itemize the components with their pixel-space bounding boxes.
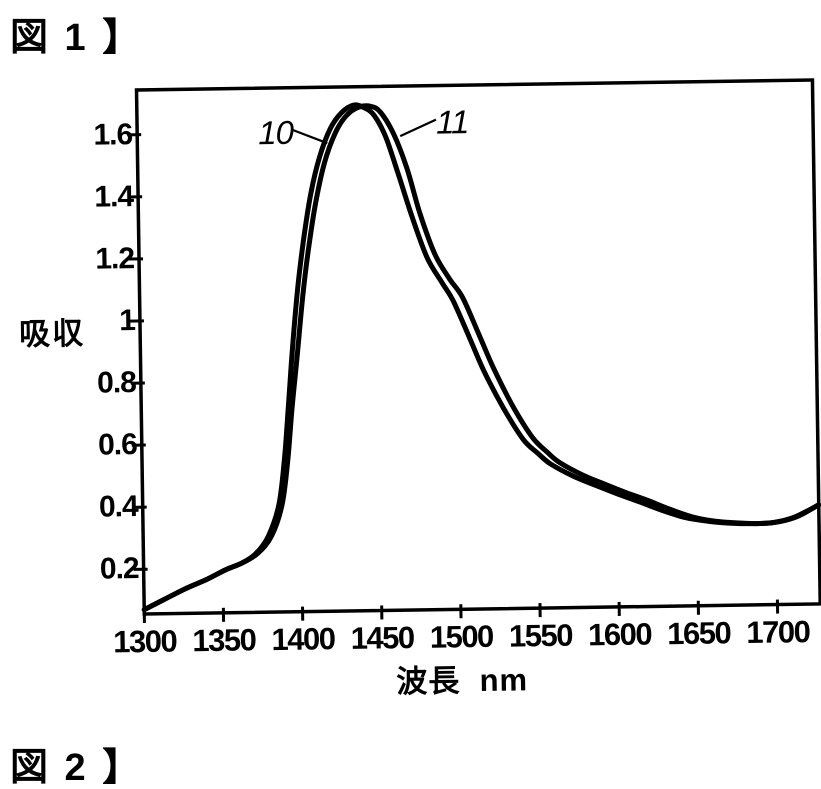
y-tick-label: 1.2 <box>95 241 135 276</box>
curve-11-path <box>141 103 821 613</box>
x-tick-label: 1600 <box>587 616 652 653</box>
x-tick-label: 1350 <box>192 622 256 659</box>
x-tick-label: 1550 <box>508 617 573 654</box>
curve-11-leader-line <box>399 118 437 138</box>
curve-10-path <box>141 102 821 613</box>
figure-1-caption: 図 1 】 <box>10 17 144 59</box>
y-tick-label: 1 <box>119 304 136 338</box>
spectrum-plot <box>127 78 821 623</box>
y-tick-label: 1.4 <box>94 179 134 214</box>
curve-10-label: 10 <box>257 113 294 152</box>
x-tick-label: 1400 <box>271 621 335 658</box>
y-tick-label: 0.2 <box>99 552 139 586</box>
y-tick-label: 0.4 <box>98 490 138 524</box>
x-tick-label: 1500 <box>429 618 494 655</box>
x-axis-title: 波長 nm <box>396 662 529 700</box>
x-tick-label: 1650 <box>666 615 731 652</box>
curve-10-leader-line <box>291 128 328 145</box>
x-tick-label: 1300 <box>112 623 177 660</box>
x-tick-label: 1700 <box>746 614 810 651</box>
figure-2-caption: 図 2 】 <box>10 747 144 789</box>
figure-1-chart: 吸収 波長 nm 10 11 1300 1350 1400 1450 1500 1550 1… <box>0 54 821 726</box>
curve-11-label: 11 <box>435 103 469 141</box>
y-tick-label: 0.6 <box>97 428 138 462</box>
y-tick-label: 1.6 <box>93 117 133 152</box>
y-tick-label: 0.8 <box>96 366 137 400</box>
x-tick-label: 1450 <box>350 619 414 656</box>
plot-border <box>134 78 821 616</box>
